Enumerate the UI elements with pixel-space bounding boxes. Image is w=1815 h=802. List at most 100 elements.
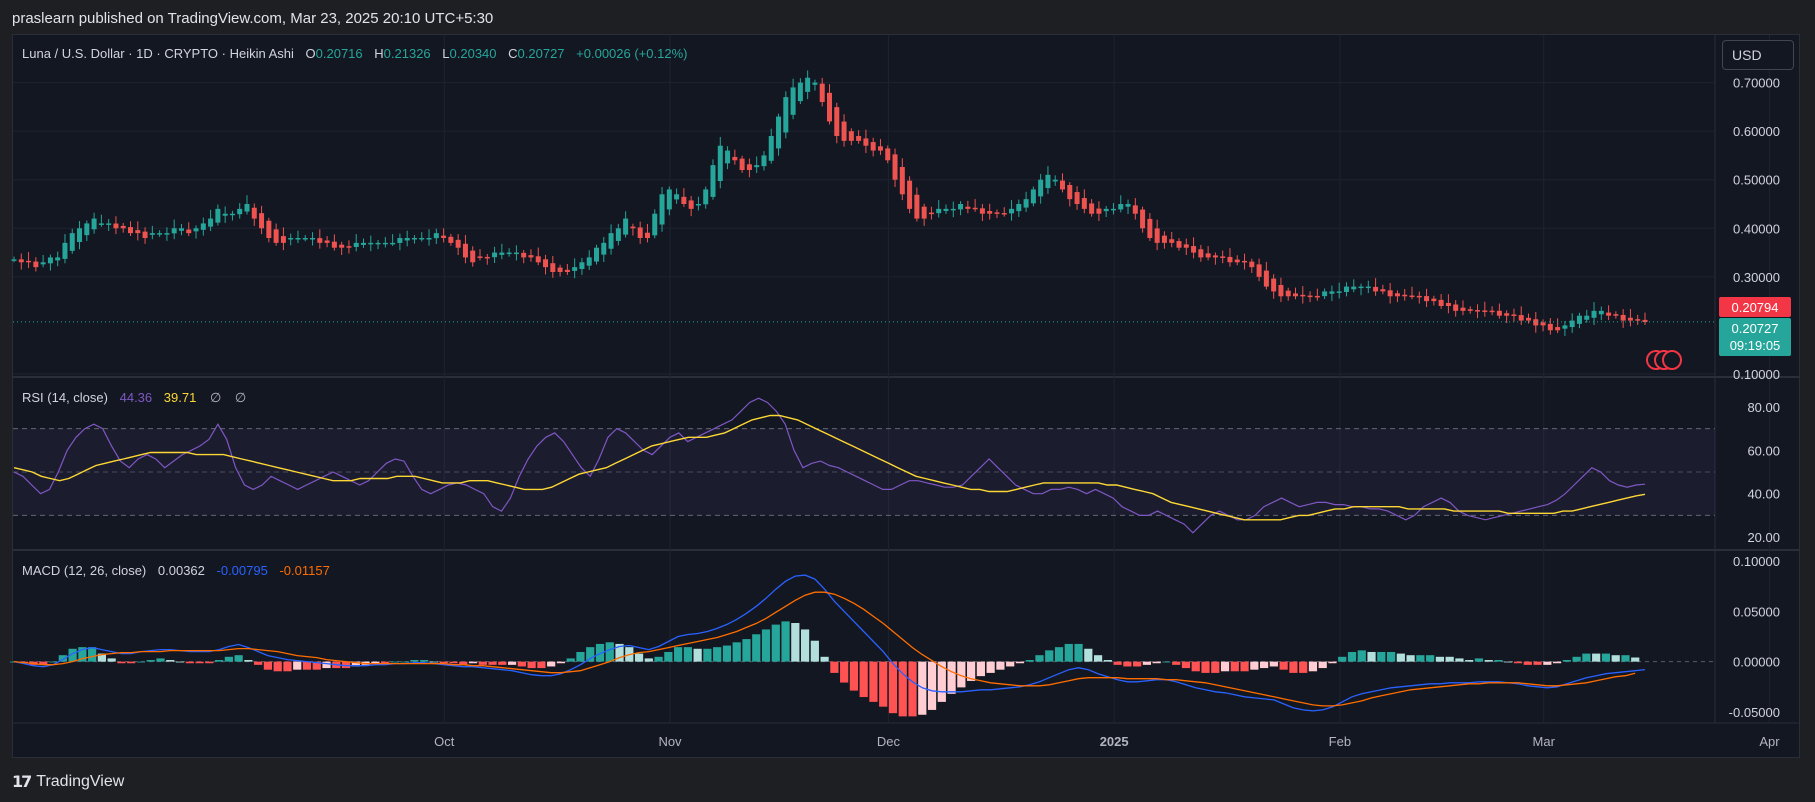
- candle-body: [1300, 294, 1306, 297]
- macd-hist-bar: [1045, 650, 1054, 662]
- macd-hist-bar: [1377, 651, 1386, 662]
- candle-body: [1336, 291, 1342, 293]
- candle-body: [1045, 174, 1051, 189]
- candle-body: [164, 233, 170, 235]
- price-tag-previous: [1719, 297, 1791, 317]
- candle-body: [419, 238, 425, 240]
- macd-hist-bar: [722, 645, 732, 662]
- candle-body: [1198, 249, 1204, 258]
- macd-hist-bar: [1552, 661, 1562, 664]
- macd-hist-value: 0.00362: [158, 563, 205, 578]
- macd-hist-bar: [654, 656, 663, 662]
- candle-body: [259, 213, 265, 229]
- candle-body: [1067, 185, 1073, 200]
- macd-hist-bar: [1504, 661, 1513, 663]
- macd-hist-bar: [1240, 661, 1249, 672]
- low-value: 0.20340: [450, 46, 497, 61]
- candle-body: [630, 226, 636, 229]
- macd-hist-bar: [175, 661, 185, 663]
- macd-hist-bar: [1054, 647, 1064, 662]
- macd-hist-bar: [674, 647, 683, 662]
- macd-tick-label: 0.05000: [1733, 604, 1780, 619]
- rsi-lines: [13, 397, 1646, 534]
- macd-hist-bar: [127, 661, 136, 664]
- macd-hist-bar: [1572, 656, 1581, 662]
- macd-hist-bar: [390, 661, 399, 663]
- tradingview-logo[interactable]: 17 TradingView: [12, 772, 124, 791]
- macd-hist-bar: [1406, 655, 1415, 662]
- candle-body: [1256, 264, 1262, 277]
- candle-body: [659, 194, 665, 225]
- macd-hist-bar: [1269, 661, 1278, 667]
- candle-body: [215, 208, 221, 223]
- macd-hist-bar: [547, 661, 556, 667]
- candle-body: [200, 223, 206, 230]
- rsi-tick-label: 20.00: [1747, 530, 1780, 545]
- candle-body: [1511, 314, 1517, 316]
- macd-legend[interactable]: MACD (12, 26, close) 0.00362 -0.00795 -0…: [22, 563, 330, 578]
- candle-body: [1627, 317, 1633, 321]
- macd-hist-bar: [1328, 661, 1337, 664]
- macd-hist-bar: [214, 660, 224, 662]
- macd-hist-bar: [1426, 655, 1435, 662]
- macd-value: -0.00795: [217, 563, 268, 578]
- macd-hist-bar: [88, 647, 97, 662]
- macd-tick-label: 0.10000: [1733, 554, 1780, 569]
- macd-hist-bar: [1347, 651, 1357, 662]
- candle-body: [1373, 286, 1379, 292]
- macd-hist-bar: [527, 661, 536, 669]
- candle-body: [339, 244, 345, 248]
- candle-body: [237, 208, 243, 215]
- candle-body: [492, 252, 498, 258]
- candle-body: [1467, 309, 1473, 311]
- candle-body: [1540, 322, 1546, 326]
- macd-hist-bar: [234, 655, 243, 662]
- rsi-legend[interactable]: RSI (14, close) 44.36 39.71 ∅ ∅: [22, 390, 246, 405]
- macd-hist-bar: [1250, 661, 1259, 670]
- macd-hist-bar: [68, 648, 77, 662]
- macd-hist-bar: [1093, 655, 1103, 662]
- candle-body: [1453, 304, 1459, 311]
- candle-body: [1125, 204, 1131, 207]
- low-label: L: [442, 46, 449, 61]
- time-label: 2025: [1100, 734, 1129, 749]
- candle-body: [652, 213, 658, 236]
- macd-hist-bar: [429, 661, 439, 663]
- macd-hist-bar: [849, 661, 859, 691]
- macd-hist-bar: [351, 661, 360, 667]
- high-label: H: [374, 46, 383, 61]
- macd-hist-bar: [1201, 661, 1210, 673]
- candle-body: [877, 146, 883, 151]
- candle-body: [1591, 310, 1597, 318]
- candle-body: [484, 256, 490, 259]
- candle-body: [572, 267, 578, 271]
- macd-hist-bar: [537, 661, 546, 669]
- macd-hist-bar: [1084, 648, 1093, 662]
- candle-body: [251, 207, 257, 219]
- candle-body: [1016, 204, 1022, 212]
- candle-body: [1060, 180, 1065, 190]
- symbol-legend[interactable]: Luna / U.S. Dollar · 1D · CRYPTO · Heiki…: [22, 46, 687, 61]
- macd-hist-bar: [1103, 660, 1112, 662]
- macd-hist-bar: [1484, 660, 1493, 662]
- macd-hist-bar: [283, 661, 292, 672]
- candle-body: [1161, 235, 1167, 243]
- candle-body: [142, 231, 148, 238]
- macd-hist-bar: [1621, 655, 1630, 662]
- candle-body: [1518, 315, 1524, 321]
- macd-hist-bar: [1455, 658, 1464, 662]
- macd-hist-bar: [97, 653, 107, 662]
- macd-hist-bar: [967, 661, 976, 681]
- candle-body: [1307, 295, 1313, 298]
- macd-hist-bar: [1338, 656, 1347, 662]
- candle-body: [1526, 317, 1531, 321]
- macd-hist-bar: [898, 661, 907, 717]
- macd-hist-bar: [1152, 661, 1161, 664]
- currency-button[interactable]: USD: [1722, 40, 1794, 70]
- macd-hist-bar: [761, 629, 771, 662]
- candle-body: [521, 252, 527, 258]
- candle-body: [77, 228, 83, 243]
- candle-body: [470, 250, 476, 263]
- chart-frame[interactable]: [12, 34, 1800, 758]
